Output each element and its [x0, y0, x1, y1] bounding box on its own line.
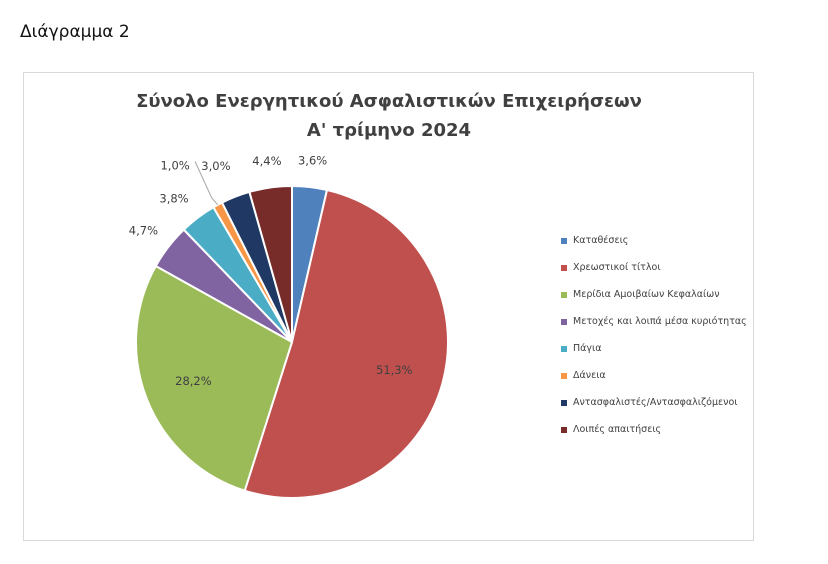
legend-swatch — [561, 291, 567, 298]
slice-value-label: 3,8% — [159, 191, 188, 205]
slice-value-label: 1,0% — [160, 159, 189, 173]
pie-slice — [135, 264, 294, 492]
legend-item: Καταθέσεις — [561, 227, 747, 254]
slice-value-label: 3,0% — [201, 159, 230, 173]
legend-label: Αντασφαλιστές/Αντασφαλιζόμενοι — [573, 397, 738, 408]
chart-subtitle: Α' τρίμηνο 2024 — [306, 120, 472, 141]
legend-swatch — [561, 399, 567, 406]
legend-label: Μερίδια Αμοιβαίων Κεφαλαίων — [573, 289, 720, 300]
chart-title-block: Σύνολο Ενεργητικού Ασφαλιστικών Επιχειρή… — [0, 87, 778, 145]
legend-swatch — [561, 345, 567, 352]
legend-item: Αντασφαλιστές/Αντασφαλιζόμενοι — [561, 389, 747, 416]
legend-swatch — [561, 264, 567, 271]
legend-label: Πάγια — [573, 343, 602, 354]
slice-value-label: 51,3% — [376, 363, 413, 377]
legend-item: Λοιπές απαιτήσεις — [561, 416, 747, 443]
slice-value-label: 4,4% — [252, 154, 281, 168]
slice-value-label: 28,2% — [175, 374, 212, 388]
legend-label: Δάνεια — [573, 370, 606, 381]
leader-line — [194, 161, 219, 206]
chart-title: Σύνολο Ενεργητικού Ασφαλιστικών Επιχειρή… — [136, 91, 642, 112]
slice-value-label: 3,6% — [298, 154, 327, 168]
page-heading: Διάγραμμα 2 — [20, 22, 130, 42]
legend-item: Χρεωστικοί τίτλοι — [561, 254, 747, 281]
legend-label: Χρεωστικοί τίτλοι — [573, 262, 661, 273]
legend-swatch — [561, 318, 567, 325]
legend-swatch — [561, 237, 567, 244]
legend-item: Δάνεια — [561, 362, 747, 389]
legend-item: Μερίδια Αμοιβαίων Κεφαλαίων — [561, 281, 747, 308]
pie-slice — [248, 184, 293, 343]
chart-legend: Καταθέσεις Χρεωστικοί τίτλοι Μερίδια Αμοιβ… — [561, 227, 747, 443]
legend-item: Μετοχές και λοιπά μέσα κυριότητας — [561, 308, 747, 335]
legend-swatch — [561, 372, 567, 379]
legend-label: Λοιπές απαιτήσεις — [573, 424, 662, 435]
legend-label: Μετοχές και λοιπά μέσα κυριότητας — [573, 316, 747, 327]
pie-slice — [243, 188, 449, 499]
legend-label: Καταθέσεις — [573, 235, 629, 246]
legend-swatch — [561, 426, 567, 433]
slice-value-label: 4,7% — [129, 224, 158, 238]
legend-item: Πάγια — [561, 335, 747, 362]
